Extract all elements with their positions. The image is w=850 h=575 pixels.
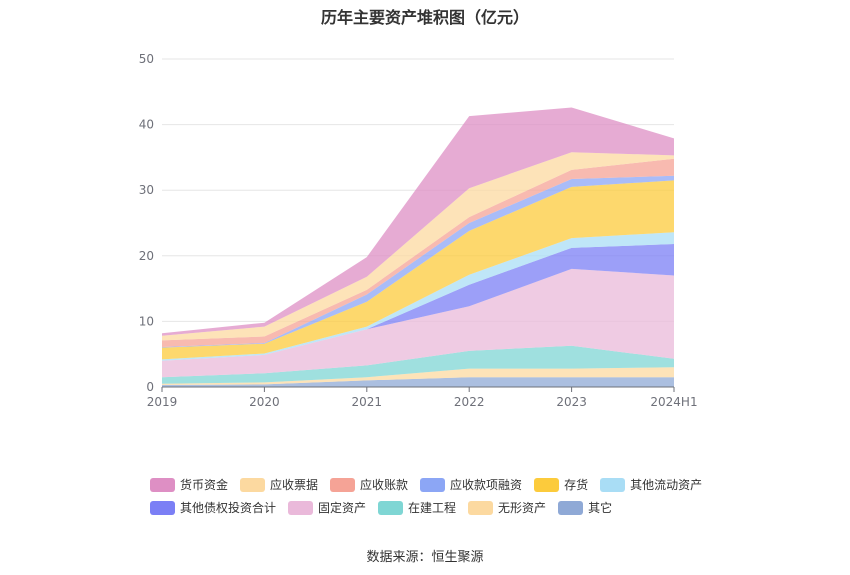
x-tick-label: 2024H1	[650, 395, 697, 409]
legend-swatch	[240, 477, 266, 492]
x-tick-label: 2022	[454, 395, 485, 409]
y-tick-label: 40	[139, 118, 154, 132]
legend-swatch	[600, 477, 626, 492]
legend-label: 无形资产	[498, 501, 547, 515]
stacked-area-chart: 0 10 20 30 40 50 2019 2020 2021 2022 2023 2024H1	[139, 52, 698, 409]
legend-swatch	[330, 477, 356, 492]
legend-swatch	[378, 500, 404, 515]
legend-item[interactable]: 应收账款	[330, 473, 408, 496]
legend-swatch	[420, 477, 446, 492]
legend-item[interactable]: 其他债权投资合计	[150, 496, 276, 519]
x-tick-label: 2023	[556, 395, 587, 409]
legend-swatch	[288, 500, 314, 515]
legend-item[interactable]: 其它	[558, 496, 612, 519]
area-series-5	[162, 232, 674, 361]
axes: 0 10 20 30 40 50 2019 2020 2021 2022 2023 2024H1	[139, 52, 698, 409]
legend-item[interactable]: 固定资产	[288, 496, 366, 519]
legend-label: 货币资金	[180, 478, 229, 492]
legend-label: 应收款项融资	[450, 478, 523, 492]
x-tick-label: 2021	[352, 395, 383, 409]
area-series-4	[162, 244, 674, 361]
legend-item[interactable]: 货币资金	[150, 473, 228, 496]
y-tick-label: 30	[139, 183, 154, 197]
legend-label: 固定资产	[318, 501, 367, 515]
area-series	[162, 107, 674, 387]
y-tick-label: 50	[139, 52, 154, 66]
area-series-1	[162, 367, 674, 385]
legend-row: 货币资金 应收票据 应收账款 应收款项融资 存货 其他流动资产	[150, 473, 750, 496]
legend-label: 其他债权投资合计	[180, 501, 277, 515]
y-tick-label: 20	[139, 249, 154, 263]
legend-label: 其他流动资产	[630, 478, 703, 492]
y-tick-label: 0	[146, 380, 154, 394]
legend-item[interactable]: 其他流动资产	[600, 473, 702, 496]
legend-label: 其它	[588, 501, 613, 515]
legend-swatch	[558, 500, 584, 515]
legend-swatch	[150, 477, 175, 492]
area-series-3	[162, 268, 674, 378]
legend-label: 存货	[564, 478, 589, 492]
legend-label: 应收票据	[270, 478, 319, 492]
y-tick-label: 10	[139, 314, 154, 328]
legend-item[interactable]: 无形资产	[468, 496, 546, 519]
legend-swatch	[534, 477, 560, 492]
legend-item[interactable]: 在建工程	[378, 496, 456, 519]
area-series-7	[162, 175, 674, 348]
area-series-2	[162, 345, 674, 384]
x-tick-label: 2020	[249, 395, 280, 409]
area-series-0	[162, 377, 674, 387]
legend-label: 在建工程	[408, 501, 457, 515]
legend: 货币资金 应收票据 应收账款 应收款项融资 存货 其他流动资产其他债权投资合计 固定资产 在建…	[150, 473, 750, 519]
area-series-10	[162, 107, 674, 336]
data-source-note: 数据来源：恒生聚源	[366, 550, 484, 565]
area-series-6	[162, 180, 674, 360]
legend-item[interactable]: 存货	[534, 473, 588, 496]
legend-label: 应收账款	[360, 478, 409, 492]
legend-swatch	[468, 500, 494, 515]
legend-row: 其他债权投资合计 固定资产 在建工程 无形资产 其它	[150, 496, 750, 519]
area-series-9	[162, 152, 674, 341]
legend-swatch	[150, 500, 175, 515]
chart-title: 历年主要资产堆积图（亿元）	[320, 8, 529, 27]
legend-item[interactable]: 应收款项融资	[420, 473, 522, 496]
legend-item[interactable]: 应收票据	[240, 473, 318, 496]
x-tick-label: 2019	[147, 395, 178, 409]
